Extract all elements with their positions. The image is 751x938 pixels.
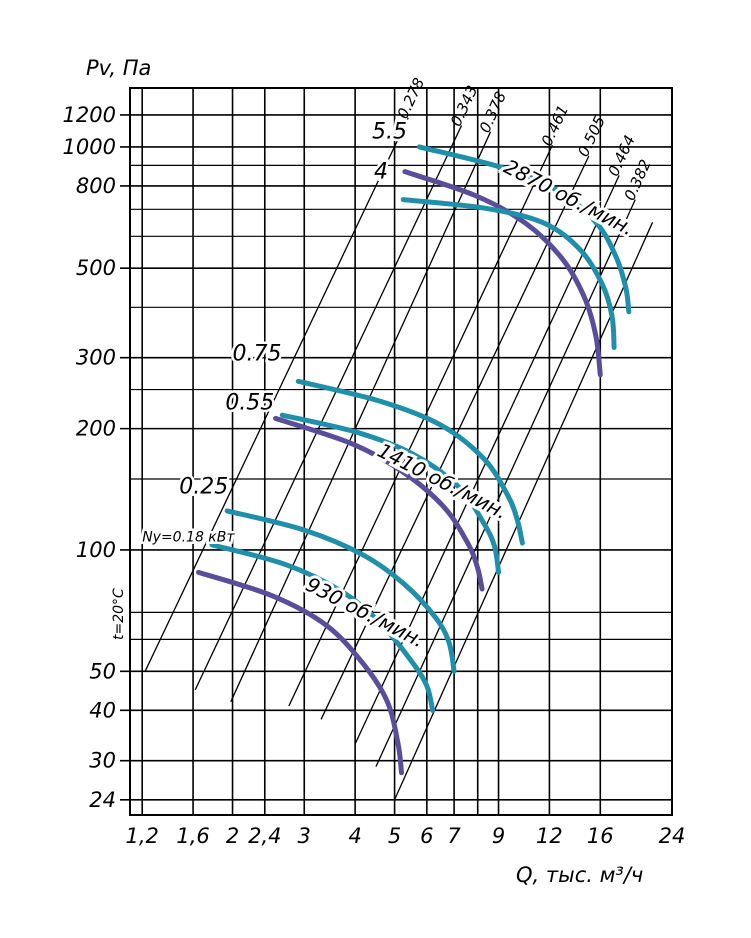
y-tick-label: 300 [76, 346, 116, 370]
fan-curve [416, 144, 632, 315]
efficiency-label: 0.461 [538, 102, 573, 149]
fan-curve [400, 197, 617, 350]
y-tick-label: 200 [76, 417, 116, 441]
fan-curve [279, 412, 502, 575]
fan-curve [295, 378, 525, 546]
y-tick-label: 800 [76, 174, 116, 198]
x-tick-label: 5 [388, 824, 401, 848]
y-tick-label: 30 [89, 749, 116, 773]
power-label: 0.25 [179, 475, 228, 500]
x-tick-label: 24 [659, 824, 686, 848]
power-label: 5.5 [372, 119, 407, 144]
power-label: 0.75 [233, 342, 282, 367]
fan-curve [196, 569, 405, 776]
x-tick-label: 2 [226, 824, 239, 848]
power-label: 4 [374, 159, 388, 184]
y-tick-label: 40 [89, 698, 116, 722]
y-tick-label: 1000 [63, 135, 116, 159]
x-tick-label: 9 [492, 824, 505, 848]
fan-curves [196, 144, 632, 776]
efficiency-line [230, 131, 492, 703]
efficiency-label: 0.378 [476, 89, 510, 136]
x-tick-label: 7 [447, 824, 461, 848]
efficiency-label: 0.343 [447, 83, 482, 130]
y-axis-label: Pv, Па [86, 56, 151, 80]
efficiency-line [194, 125, 463, 691]
x-tick-label: 3 [298, 824, 311, 848]
x-tick-label: 12 [536, 824, 563, 848]
x-tick-label: 2,4 [248, 824, 281, 848]
y-tick-label: 50 [89, 659, 116, 683]
fan-curve [209, 542, 436, 713]
x-tick-label: 1,2 [125, 824, 158, 848]
plot-frame [129, 87, 673, 816]
tick-labels: 1,2 1,6 2 2,4 3 4 5 6 7 9 12 16 24 24 30 40 50 100 200 300 5… [63, 103, 686, 848]
efficiency-line [144, 117, 409, 672]
x-tick-label: 16 [587, 824, 614, 848]
y-tick-label: 500 [76, 256, 116, 280]
x-tick-label: 6 [420, 824, 433, 848]
y-tick-label: 24 [89, 788, 116, 812]
fan-curve [402, 169, 603, 378]
power-label: 0.55 [225, 391, 274, 416]
temperature-label: t=20°C [111, 588, 127, 640]
x-tick-label: 4 [348, 824, 361, 848]
efficiency-line [320, 155, 590, 720]
fan-curve [273, 415, 485, 592]
y-tick-label: 1200 [63, 103, 116, 127]
x-axis-label: Q, тыс. м³/ч [516, 863, 643, 887]
x-tick-label: 1,6 [176, 824, 209, 848]
fan-curve [224, 508, 457, 674]
power-label: Ny=0.18 кВт [142, 529, 235, 545]
y-tick-label: 100 [76, 538, 116, 562]
efficiency-line [288, 144, 553, 707]
efficiency-label: 0.505 [574, 113, 609, 160]
efficiency-line [393, 222, 654, 801]
